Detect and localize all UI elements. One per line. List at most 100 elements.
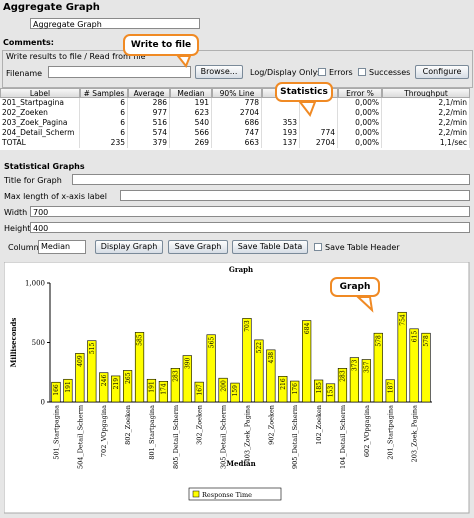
table-cell: 0,00% [338, 138, 382, 148]
table-cell: 0,00% [338, 118, 382, 128]
value-label: 754 [399, 314, 406, 326]
bar [313, 379, 324, 403]
column-header: Error % [338, 88, 382, 98]
errors-checkbox[interactable] [318, 68, 326, 76]
table-cell: 2704 [300, 138, 338, 148]
table-cell: 203_Zoek_Pagina [0, 118, 80, 128]
value-label: 585 [137, 334, 144, 346]
x-tick-label: 203_Zoek_Pagina [411, 405, 419, 463]
bar [409, 328, 419, 403]
table-cell: 201_Startpagina [0, 98, 80, 108]
value-label: 515 [89, 343, 96, 355]
x-tick-label: 905_Detail_Scherm [291, 405, 299, 469]
bar [385, 379, 395, 403]
table-cell: 286 [128, 98, 170, 108]
max-length-field[interactable] [120, 190, 470, 201]
x-tick-label: 702_VOpgagina [100, 405, 108, 457]
value-label: 578 [375, 335, 382, 347]
x-tick-label: 403_Zoek_Pagina [243, 405, 251, 463]
configure-button[interactable]: Configure [415, 65, 469, 79]
x-tick-label: 801_Startpagina [148, 405, 156, 460]
save-table-button[interactable]: Save Table Data [232, 240, 308, 254]
save-header-checkbox[interactable] [314, 243, 322, 251]
bar [373, 332, 383, 403]
display-graph-button[interactable]: Display Graph [95, 240, 163, 254]
value-label: 615 [411, 331, 418, 343]
x-tick-label: 302_Zoeken [196, 405, 204, 445]
bar [242, 318, 252, 403]
bar [337, 368, 348, 403]
height-field[interactable]: 400 [30, 222, 470, 233]
x-axis-label: Median [226, 459, 255, 468]
value-label: 185 [316, 382, 323, 394]
panel-title: Aggregate Graph [3, 2, 100, 13]
bar [266, 349, 276, 403]
bar [146, 378, 157, 403]
x-tick-label: 201_Startpagina [387, 405, 395, 460]
table-cell: 566 [170, 128, 212, 138]
value-label: 684 [304, 322, 311, 334]
value-label: 703 [244, 320, 251, 332]
name-field[interactable]: Aggregate Graph [30, 18, 200, 29]
height-label: Height [4, 224, 31, 233]
table-cell: TOTAL [0, 138, 80, 148]
table-cell: 235 [80, 138, 128, 148]
table-cell: 269 [170, 138, 212, 148]
value-label: 578 [423, 335, 430, 347]
bar [158, 380, 169, 403]
bar [421, 332, 431, 403]
table-cell: 516 [128, 118, 170, 128]
file-group [2, 50, 473, 88]
graph-panel: Graph Milliseconds Median 0 500 1,000 166 501_S… [4, 262, 470, 514]
bar [278, 375, 288, 403]
value-label: 265 [125, 372, 132, 384]
bar [122, 370, 133, 403]
table-cell: 1,1/sec [382, 138, 470, 148]
value-label: 167 [196, 384, 203, 396]
column-header: Throughput [382, 88, 470, 98]
successes-label: Successes [369, 68, 411, 77]
save-graph-button[interactable]: Save Graph [168, 240, 228, 254]
value-label: 166 [53, 384, 60, 396]
errors-label: Errors [329, 68, 353, 77]
table-cell: 379 [128, 138, 170, 148]
value-label: 373 [352, 359, 359, 371]
bar [302, 320, 312, 403]
table-cell: 2,2/min [382, 108, 470, 118]
value-label: 159 [232, 385, 239, 397]
stats-title: Statistical Graphs [4, 162, 85, 171]
bar [99, 372, 109, 403]
bar [290, 380, 300, 403]
x-tick-label: 504_Detail_Scherm [76, 405, 84, 469]
successes-checkbox[interactable] [358, 68, 366, 76]
table-cell: 574 [128, 128, 170, 138]
value-label: 409 [77, 355, 84, 367]
write-callout: Write to file [123, 34, 199, 56]
column-select[interactable]: Median [38, 240, 86, 254]
value-label: 174 [161, 383, 168, 395]
graph-title-field[interactable] [72, 174, 470, 185]
x-tick-label: 104_Detail_Scherm [339, 405, 347, 469]
x-tick-label: 902_Zoeken [267, 405, 275, 445]
x-tick-label: 802_Zoeken [124, 405, 132, 445]
legend-label: Response Time [202, 491, 252, 499]
table-cell [300, 98, 338, 108]
bar [325, 383, 336, 403]
browse-button[interactable]: Browse... [195, 65, 243, 79]
column-label: Column [8, 243, 39, 252]
statistics-callout: Statistics [275, 82, 333, 102]
table-cell: 747 [212, 128, 262, 138]
table-cell: 2,1/min [382, 98, 470, 108]
bar [87, 340, 97, 403]
table-cell [300, 118, 338, 128]
filename-field[interactable] [48, 66, 191, 78]
table-cell: 623 [170, 108, 212, 118]
value-label: 200 [220, 380, 227, 392]
max-length-label: Max length of x-axis label [4, 192, 107, 201]
bar [134, 332, 145, 403]
width-field[interactable]: 700 [30, 206, 470, 217]
y-tick-label: 1,000 [25, 280, 45, 288]
value-label: 153 [328, 386, 335, 398]
